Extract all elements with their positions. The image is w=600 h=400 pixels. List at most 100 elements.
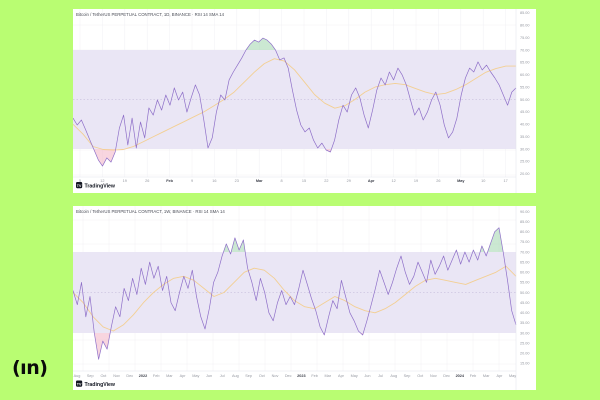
- svg-text:29: 29: [347, 179, 351, 183]
- svg-text:Feb: Feb: [153, 374, 160, 378]
- svg-text:60.00: 60.00: [520, 271, 530, 275]
- beincrypto-logo: (ın): [12, 357, 48, 379]
- svg-text:Jul: Jul: [220, 374, 225, 378]
- svg-text:Sep: Sep: [245, 374, 252, 378]
- svg-text:Mar: Mar: [325, 374, 332, 378]
- svg-text:2022: 2022: [139, 374, 147, 378]
- svg-text:Oct: Oct: [259, 374, 266, 378]
- svg-text:20.00: 20.00: [520, 352, 530, 356]
- svg-text:75.00: 75.00: [520, 240, 530, 244]
- svg-text:Jul: Jul: [378, 374, 383, 378]
- svg-text:40.00: 40.00: [520, 311, 530, 315]
- svg-text:May: May: [351, 374, 358, 378]
- svg-text:Aug: Aug: [390, 374, 397, 378]
- svg-text:10: 10: [481, 179, 485, 183]
- svg-text:25.00: 25.00: [520, 160, 530, 164]
- svg-text:23: 23: [235, 179, 239, 183]
- svg-text:Nov: Nov: [113, 374, 120, 378]
- svg-text:50.00: 50.00: [520, 291, 530, 295]
- svg-text:65.00: 65.00: [520, 61, 530, 65]
- svg-text:Jun: Jun: [206, 374, 212, 378]
- svg-text:Jun: Jun: [364, 374, 370, 378]
- svg-text:70.00: 70.00: [520, 48, 530, 52]
- svg-text:75.00: 75.00: [520, 36, 530, 40]
- svg-text:12: 12: [391, 179, 395, 183]
- svg-text:Oct: Oct: [100, 374, 107, 378]
- svg-text:12: 12: [100, 179, 104, 183]
- svg-text:19: 19: [414, 179, 418, 183]
- chart-panel-daily-rsi: 85.00 80.00 75.00 70.00 65.00 60.00 55.00 50.00…: [73, 9, 536, 193]
- svg-text:15: 15: [302, 179, 306, 183]
- chart-title: Bitcoin / TetherUS PERPETUAL CONTRACT, 1…: [76, 209, 225, 214]
- svg-text:TV: TV: [77, 184, 82, 188]
- svg-text:60.00: 60.00: [520, 73, 530, 77]
- svg-text:Apr: Apr: [180, 374, 187, 378]
- svg-text:Aug: Aug: [232, 374, 239, 378]
- svg-text:17: 17: [503, 179, 507, 183]
- chart-svg-daily-rsi: 85.00 80.00 75.00 70.00 65.00 60.00 55.00 50.00…: [73, 9, 530, 193]
- svg-text:Sep: Sep: [404, 374, 411, 378]
- svg-text:70.00: 70.00: [520, 250, 530, 254]
- svg-text:26: 26: [145, 179, 149, 183]
- svg-text:35.00: 35.00: [520, 321, 530, 325]
- svg-text:Apr: Apr: [368, 179, 375, 183]
- svg-text:Dec: Dec: [443, 374, 450, 378]
- svg-text:30.00: 30.00: [520, 331, 530, 335]
- svg-text:Dec: Dec: [285, 374, 292, 378]
- svg-text:Dec: Dec: [126, 374, 133, 378]
- svg-text:Nov: Nov: [272, 374, 279, 378]
- svg-text:16: 16: [212, 179, 216, 183]
- svg-text:Sep: Sep: [87, 374, 94, 378]
- plot-layer-1: 90.00 85.00 80.00 75.00 70.00 65.00 60.00 55.00…: [73, 206, 530, 390]
- svg-text:9: 9: [191, 179, 193, 183]
- svg-text:Feb: Feb: [166, 179, 173, 183]
- svg-text:35.00: 35.00: [520, 135, 530, 139]
- svg-text:May: May: [457, 179, 465, 183]
- svg-text:Apr: Apr: [338, 374, 345, 378]
- svg-text:90.00: 90.00: [520, 210, 530, 214]
- svg-text:May: May: [509, 374, 516, 378]
- svg-text:65.00: 65.00: [520, 260, 530, 264]
- svg-text:50.00: 50.00: [520, 98, 530, 102]
- svg-text:85.00: 85.00: [520, 220, 530, 224]
- tradingview-logo-icon: TV: [76, 380, 83, 387]
- svg-text:Feb: Feb: [470, 374, 477, 378]
- svg-text:45.00: 45.00: [520, 301, 530, 305]
- svg-text:15.00: 15.00: [520, 362, 530, 366]
- svg-text:Mar: Mar: [256, 179, 263, 183]
- chart-panel-weekly-rsi: 90.00 85.00 80.00 75.00 70.00 65.00 60.00 55.00…: [73, 206, 536, 390]
- tradingview-attribution: TradingView: [85, 183, 116, 189]
- svg-text:30.00: 30.00: [520, 147, 530, 151]
- svg-text:26: 26: [436, 179, 440, 183]
- svg-text:2023: 2023: [297, 374, 305, 378]
- chart-title: Bitcoin / TetherUS PERPETUAL CONTRACT, 1…: [76, 12, 225, 17]
- chart-svg-weekly-rsi: 90.00 85.00 80.00 75.00 70.00 65.00 60.00 55.00…: [73, 206, 530, 390]
- svg-text:80.00: 80.00: [520, 24, 530, 28]
- svg-text:Feb: Feb: [311, 374, 318, 378]
- svg-text:Apr: Apr: [496, 374, 503, 378]
- svg-text:80.00: 80.00: [520, 230, 530, 234]
- svg-text:Oct: Oct: [417, 374, 424, 378]
- svg-text:Aug: Aug: [74, 374, 81, 378]
- svg-text:85.00: 85.00: [520, 11, 530, 15]
- svg-text:Nov: Nov: [430, 374, 437, 378]
- svg-text:45.00: 45.00: [520, 110, 530, 114]
- plot-layer-0: 85.00 80.00 75.00 70.00 65.00 60.00 55.00 50.00…: [73, 9, 530, 193]
- svg-text:40.00: 40.00: [520, 123, 530, 127]
- svg-text:20.00: 20.00: [520, 172, 530, 176]
- svg-text:Mar: Mar: [483, 374, 490, 378]
- svg-text:TV: TV: [77, 382, 82, 386]
- svg-text:55.00: 55.00: [520, 281, 530, 285]
- svg-text:May: May: [192, 374, 199, 378]
- tradingview-attribution: TradingView: [85, 382, 116, 388]
- svg-text:25.00: 25.00: [520, 341, 530, 345]
- svg-text:Mar: Mar: [166, 374, 173, 378]
- svg-text:22: 22: [324, 179, 328, 183]
- svg-text:55.00: 55.00: [520, 85, 530, 89]
- svg-text:2024: 2024: [456, 374, 465, 378]
- tradingview-logo-icon: TV: [76, 182, 83, 189]
- svg-text:8: 8: [281, 179, 283, 183]
- svg-text:5: 5: [79, 179, 81, 183]
- svg-text:19: 19: [123, 179, 127, 183]
